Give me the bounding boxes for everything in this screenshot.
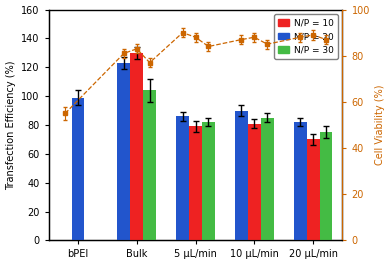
- Legend: N/P = 10, N/P = 20, N/P = 30: N/P = 10, N/P = 20, N/P = 30: [274, 14, 338, 59]
- Bar: [117, 63, 130, 240]
- Bar: [319, 132, 332, 240]
- Bar: [189, 126, 202, 240]
- Bar: [176, 116, 189, 240]
- Bar: [202, 122, 215, 240]
- Y-axis label: Cell Viability (%): Cell Viability (%): [375, 85, 386, 165]
- Bar: [143, 90, 156, 240]
- Bar: [72, 98, 84, 240]
- Bar: [294, 122, 307, 240]
- Bar: [235, 111, 248, 240]
- Y-axis label: Transfection Efficiency (%): Transfection Efficiency (%): [5, 60, 16, 190]
- Bar: [261, 118, 274, 240]
- Bar: [307, 139, 319, 240]
- Bar: [130, 53, 143, 240]
- Bar: [248, 123, 261, 240]
